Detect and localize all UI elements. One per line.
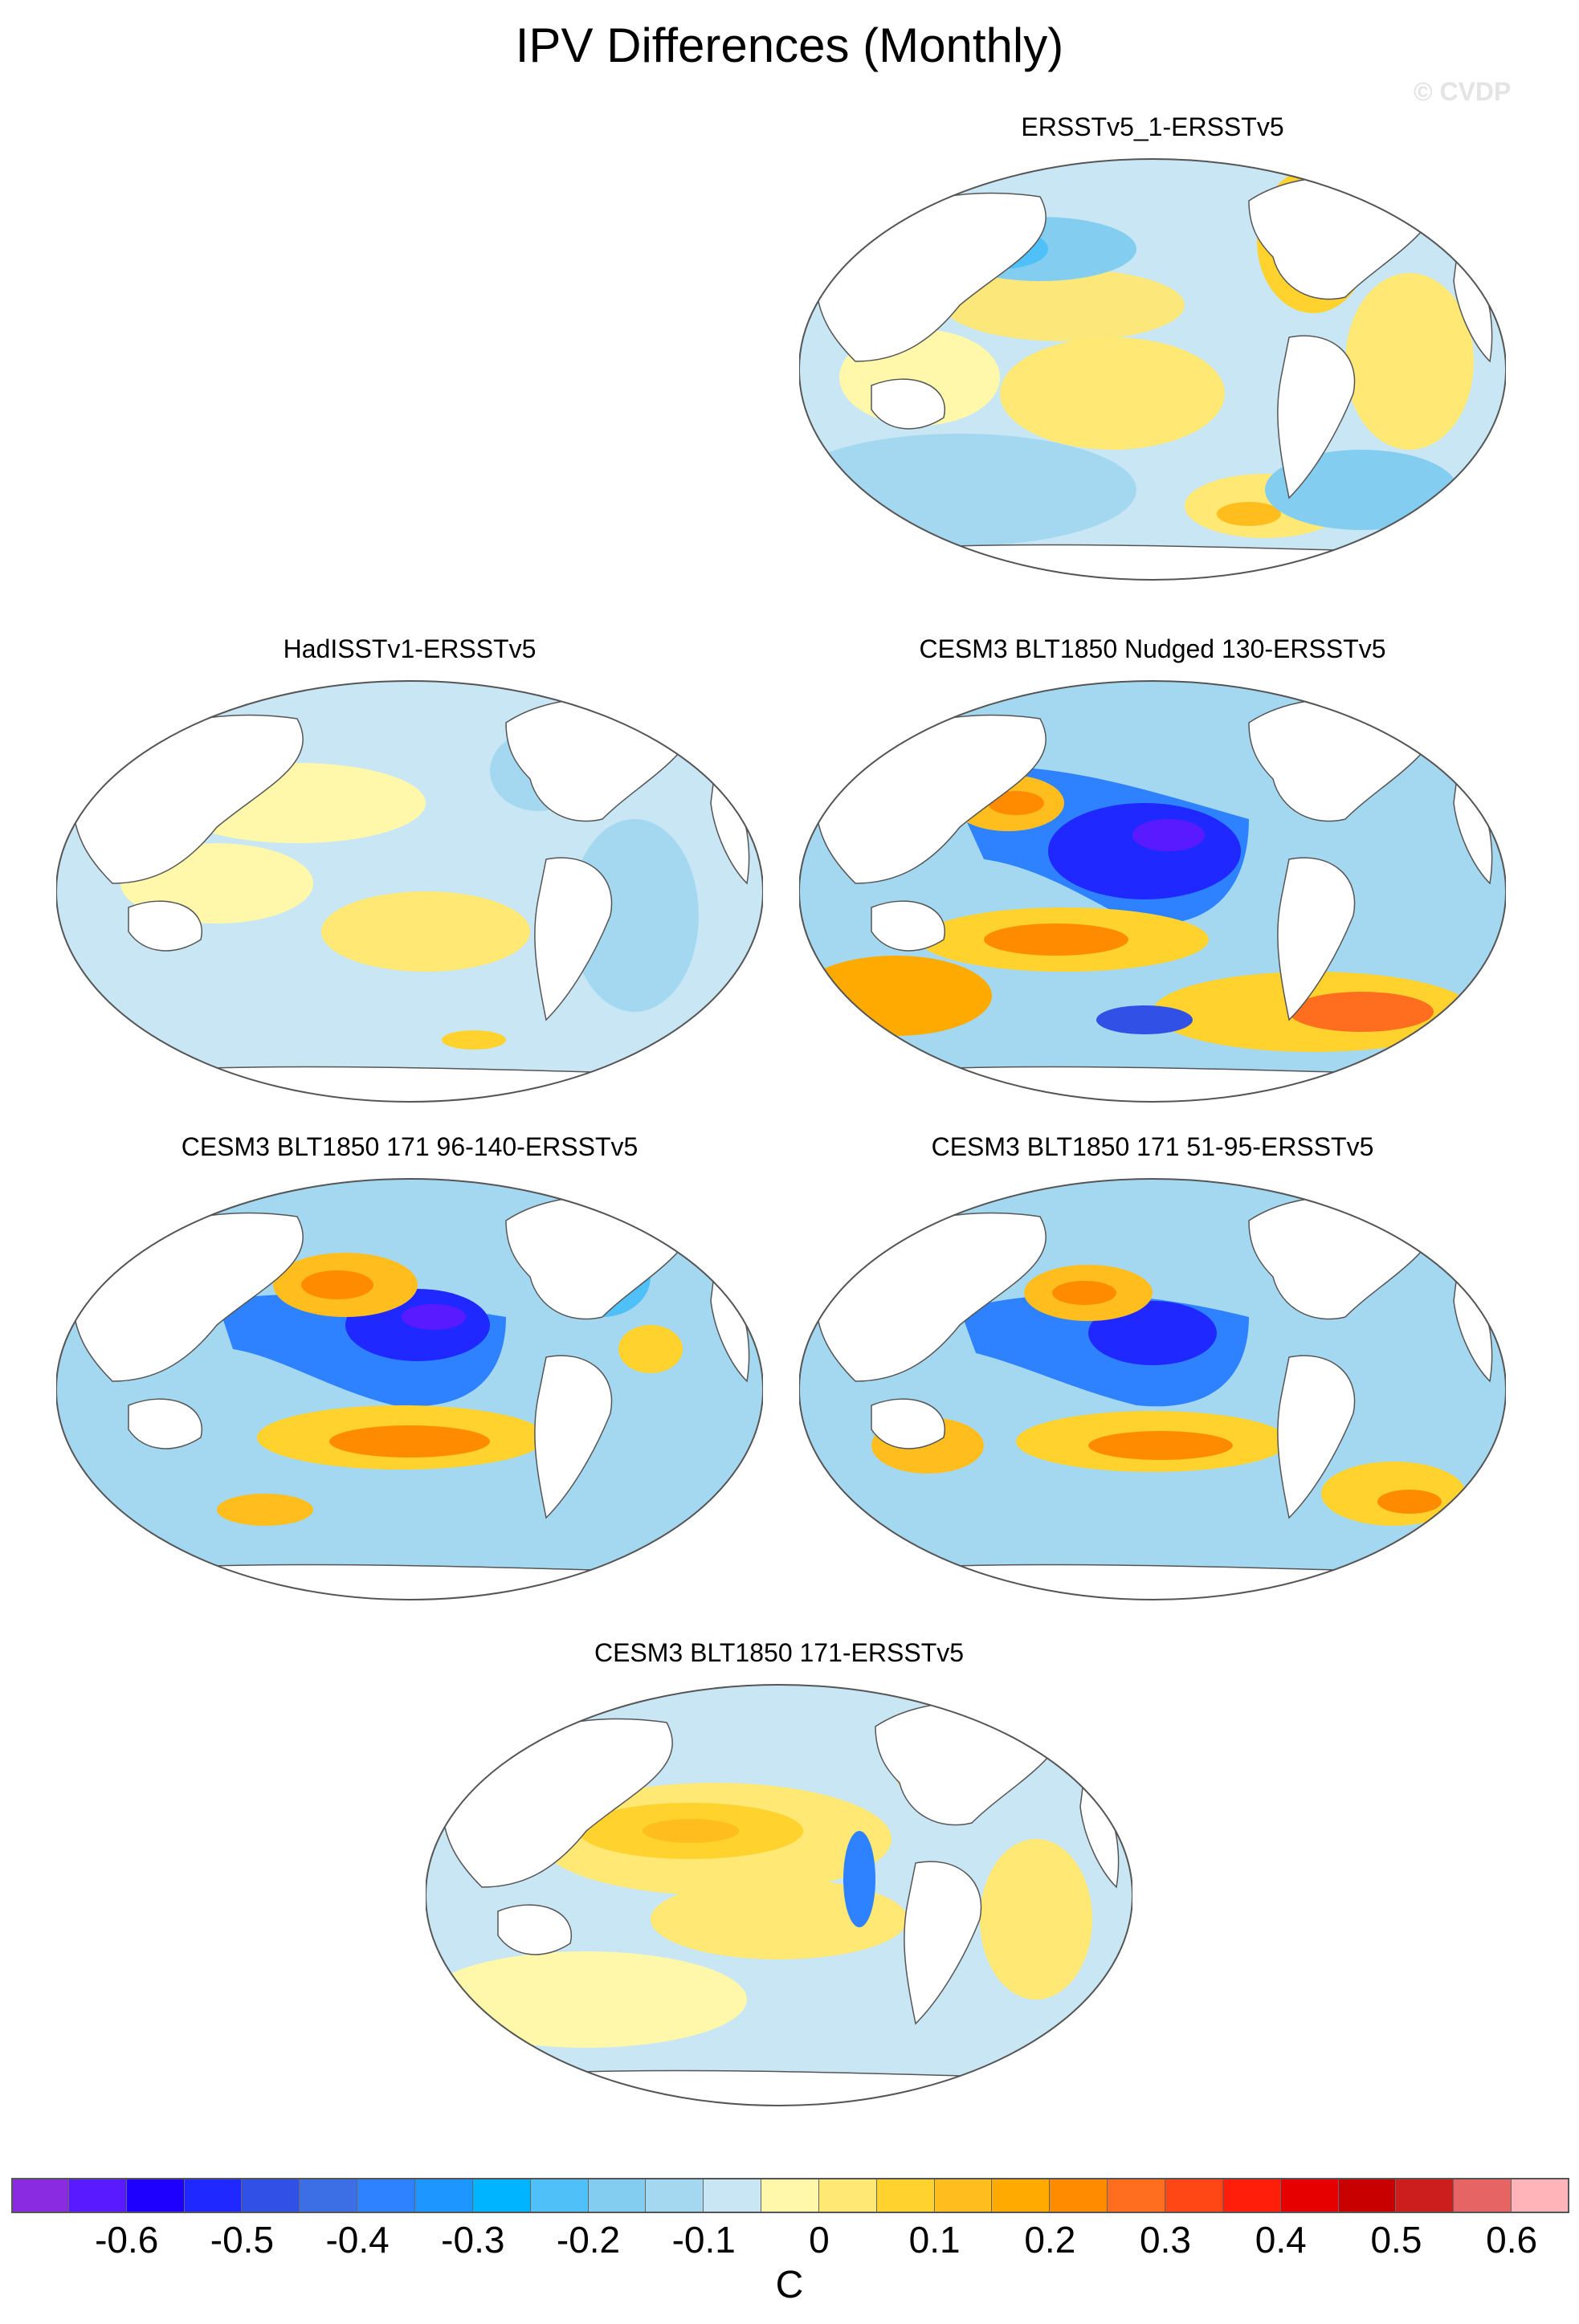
colorbar-tick-label: 0.1 xyxy=(908,2219,961,2261)
panel-title: HadISSTv1-ERSSTv5 xyxy=(283,634,537,663)
colorbar-box xyxy=(184,2178,243,2213)
colorbar-box xyxy=(300,2178,358,2213)
map-panel-171-51-95: CESM3 BLT1850 171 51-95-ERSSTv5 xyxy=(799,1132,1506,1606)
world-map xyxy=(799,680,1506,1103)
map-panel-171-96-140: CESM3 BLT1850 171 96-140-ERSSTv5 xyxy=(56,1132,763,1606)
page-title: IPV Differences (Monthly) xyxy=(515,18,1064,72)
colorbar-box xyxy=(1165,2178,1223,2213)
map-panel-hadisst: HadISSTv1-ERSSTv5 xyxy=(56,634,763,1108)
colorbar-box xyxy=(1338,2178,1397,2213)
world-map xyxy=(799,158,1506,581)
colorbar-box xyxy=(934,2178,993,2213)
colorbar-box xyxy=(530,2178,589,2213)
panel-title: ERSSTv5_1-ERSSTv5 xyxy=(1021,112,1284,141)
colorbar-units: C xyxy=(775,2264,804,2306)
colorbar-tick-label: -0.3 xyxy=(441,2219,505,2261)
colorbar xyxy=(11,2178,1569,2213)
colorbar-box xyxy=(1222,2178,1281,2213)
colorbar-box xyxy=(704,2178,762,2213)
panel-title: CESM3 BLT1850 171 51-95-ERSSTv5 xyxy=(931,1132,1374,1161)
colorbar-tick-label: 0.6 xyxy=(1486,2219,1538,2261)
colorbar-tick-label: -0.5 xyxy=(210,2219,275,2261)
colorbar-box xyxy=(242,2178,300,2213)
colorbar-tick-label: -0.4 xyxy=(325,2219,390,2261)
colorbar-box xyxy=(1512,2178,1569,2213)
colorbar-tick-label: 0.2 xyxy=(1024,2219,1076,2261)
map-panel-ersstv5-1: ERSSTv5_1-ERSSTv5 xyxy=(799,112,1506,586)
colorbar-box xyxy=(1396,2178,1455,2213)
colorbar-box xyxy=(68,2178,127,2213)
colorbar-box xyxy=(1108,2178,1166,2213)
colorbar-box xyxy=(357,2178,415,2213)
cvdp-watermark: © CVDP xyxy=(1414,77,1512,106)
colorbar-tick-label: -0.6 xyxy=(95,2219,159,2261)
panel-title: CESM3 BLT1850 Nudged 130-ERSSTv5 xyxy=(919,634,1386,663)
world-map xyxy=(426,1684,1132,2106)
panel-title: CESM3 BLT1850 171-ERSSTv5 xyxy=(594,1638,965,1667)
world-map xyxy=(56,1178,763,1600)
colorbar-tick-label: 0.3 xyxy=(1140,2219,1191,2261)
colorbar-tick-label: -0.2 xyxy=(556,2219,621,2261)
world-map xyxy=(799,1178,1506,1600)
colorbar-box xyxy=(761,2178,819,2213)
colorbar-box xyxy=(472,2178,531,2213)
colorbar-box xyxy=(992,2178,1051,2213)
map-panel-nudged-130: CESM3 BLT1850 Nudged 130-ERSSTv5 xyxy=(799,634,1506,1108)
panel-title: CESM3 BLT1850 171 96-140-ERSSTv5 xyxy=(181,1132,639,1161)
colorbar-box xyxy=(414,2178,473,2213)
colorbar-box xyxy=(1280,2178,1339,2213)
colorbar-box xyxy=(126,2178,185,2213)
colorbar-box xyxy=(876,2178,935,2213)
colorbar-box xyxy=(1050,2178,1108,2213)
colorbar-box xyxy=(818,2178,877,2213)
colorbar-tick-label: 0.5 xyxy=(1370,2219,1422,2261)
colorbar-box xyxy=(646,2178,704,2213)
map-panel-171: CESM3 BLT1850 171-ERSSTv5 xyxy=(426,1638,1132,2112)
colorbar-box xyxy=(11,2178,69,2213)
colorbar-box xyxy=(588,2178,647,2213)
colorbar-tick-label: -0.1 xyxy=(671,2219,736,2261)
world-map xyxy=(56,680,763,1103)
colorbar-box xyxy=(1454,2178,1512,2213)
colorbar-tick-label: 0 xyxy=(809,2219,830,2261)
colorbar-tick-label: 0.4 xyxy=(1255,2219,1307,2261)
